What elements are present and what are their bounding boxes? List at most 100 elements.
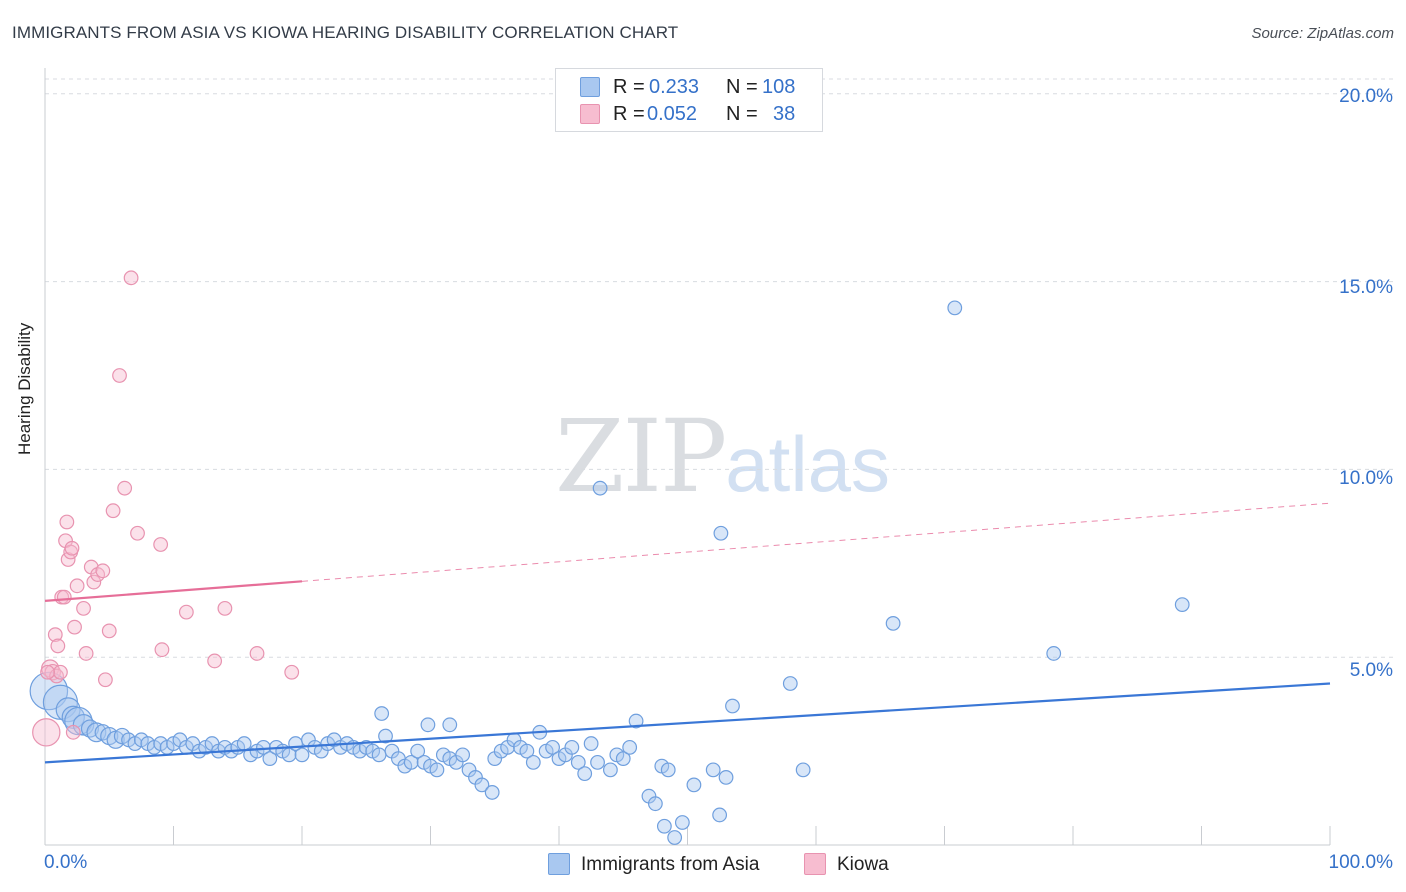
kiowa-point: [95, 563, 111, 579]
r-value: 0.052: [647, 103, 698, 125]
asia-point: [429, 762, 445, 778]
watermark: ZIPatlas: [555, 398, 890, 515]
n-value: 108: [762, 76, 796, 98]
kiowa-point: [56, 589, 72, 605]
asia-point: [29, 671, 69, 711]
asia-point: [622, 739, 638, 755]
asia-point: [403, 754, 419, 770]
asia-point: [442, 717, 458, 733]
asia-point: [577, 766, 593, 782]
kiowa-point: [76, 600, 91, 616]
r-label: R =: [613, 76, 645, 98]
kiowa-point: [207, 653, 223, 669]
asia-point: [885, 615, 901, 631]
asia-point: [256, 739, 271, 755]
kiowa-trend-line: [44, 580, 303, 602]
kiowa-point: [117, 480, 133, 496]
kiowa-point: [40, 664, 55, 680]
asia-point: [1174, 597, 1190, 613]
kiowa-point: [112, 368, 127, 383]
asia-point: [713, 525, 729, 541]
kiowa-point: [86, 574, 102, 590]
asia-point: [603, 762, 618, 778]
asia-point: [705, 762, 721, 778]
kiowa-point: [65, 724, 81, 740]
y-tick-20: 20.0%: [1339, 86, 1393, 107]
asia-point: [795, 762, 811, 778]
asia-point: [615, 751, 631, 767]
asia-point: [378, 728, 393, 744]
asia-point: [712, 807, 728, 823]
asia-point: [628, 713, 644, 729]
asia-point: [455, 747, 471, 763]
n-label: N =: [726, 103, 758, 125]
x-tick-min: 0.0%: [44, 852, 88, 873]
kiowa-point: [154, 642, 170, 658]
kiowa-point: [78, 646, 94, 661]
asia-point: [525, 754, 541, 770]
watermark-zip: ZIP: [555, 398, 727, 515]
asia-swatch: [580, 77, 600, 97]
kiowa-point: [44, 663, 61, 681]
asia-point: [564, 739, 580, 755]
asia-point: [782, 676, 798, 691]
kiowa-point: [249, 646, 265, 661]
kiowa-point: [178, 604, 194, 620]
y-axis-label: Hearing Disability: [15, 322, 34, 455]
asia-point: [371, 747, 387, 763]
kiowa-point: [217, 600, 233, 616]
x-tick-max: 100.0%: [1328, 852, 1393, 873]
kiowa-point: [47, 627, 63, 643]
kiowa-point: [153, 537, 169, 552]
asia-point: [667, 830, 683, 845]
asia-point: [583, 736, 599, 751]
n-label: N =: [726, 76, 758, 98]
asia-point: [420, 717, 436, 733]
asia-point: [686, 777, 702, 793]
asia-point: [474, 777, 490, 793]
n-value: 38: [773, 103, 796, 125]
asia-point: [656, 818, 672, 834]
asia-point: [592, 480, 608, 496]
correlation-legend: R = 0.233 N = 108 R = 0.052 N = 38: [555, 68, 823, 132]
asia-point: [725, 698, 740, 714]
asia-legend-label: Immigrants from Asia: [581, 854, 760, 875]
y-tick-5: 5.0%: [1349, 660, 1393, 681]
chart-title: IMMIGRANTS FROM ASIA VS KIOWA HEARING DI…: [12, 23, 679, 42]
kiowa-point: [123, 270, 139, 286]
asia-point: [647, 796, 663, 812]
kiowa-swatch: [580, 104, 600, 124]
kiowa-point: [284, 664, 300, 680]
asia-point: [718, 769, 734, 785]
asia-point: [660, 762, 676, 778]
asia-point: [1046, 646, 1062, 661]
asia-point: [294, 747, 310, 763]
r-label: R =: [613, 103, 645, 125]
kiowa-point: [130, 525, 145, 541]
asia-point: [947, 300, 963, 316]
asia-point: [113, 727, 131, 745]
asia-point: [80, 719, 100, 738]
asia-point: [374, 706, 390, 721]
r-value: 0.233: [649, 76, 700, 98]
asia-point: [674, 815, 690, 830]
kiowa-legend-label: Kiowa: [837, 854, 889, 875]
asia-point: [570, 754, 586, 770]
kiowa-point: [101, 623, 117, 639]
asia-point: [410, 743, 426, 759]
asia-point: [545, 739, 560, 755]
kiowa-point: [105, 503, 121, 519]
watermark-atlas: atlas: [725, 420, 891, 508]
kiowa-point: [97, 672, 113, 688]
kiowa-point: [69, 578, 85, 594]
kiowa-point: [50, 638, 66, 654]
kiowa-point: [32, 718, 61, 747]
y-tick-15: 15.0%: [1339, 277, 1393, 298]
asia-point: [262, 751, 278, 767]
kiowa-point: [64, 540, 80, 556]
kiowa-point: [59, 514, 75, 530]
asia-trend-line: [44, 682, 1331, 764]
asia-legend-swatch: [548, 853, 570, 875]
asia-point: [590, 754, 605, 770]
